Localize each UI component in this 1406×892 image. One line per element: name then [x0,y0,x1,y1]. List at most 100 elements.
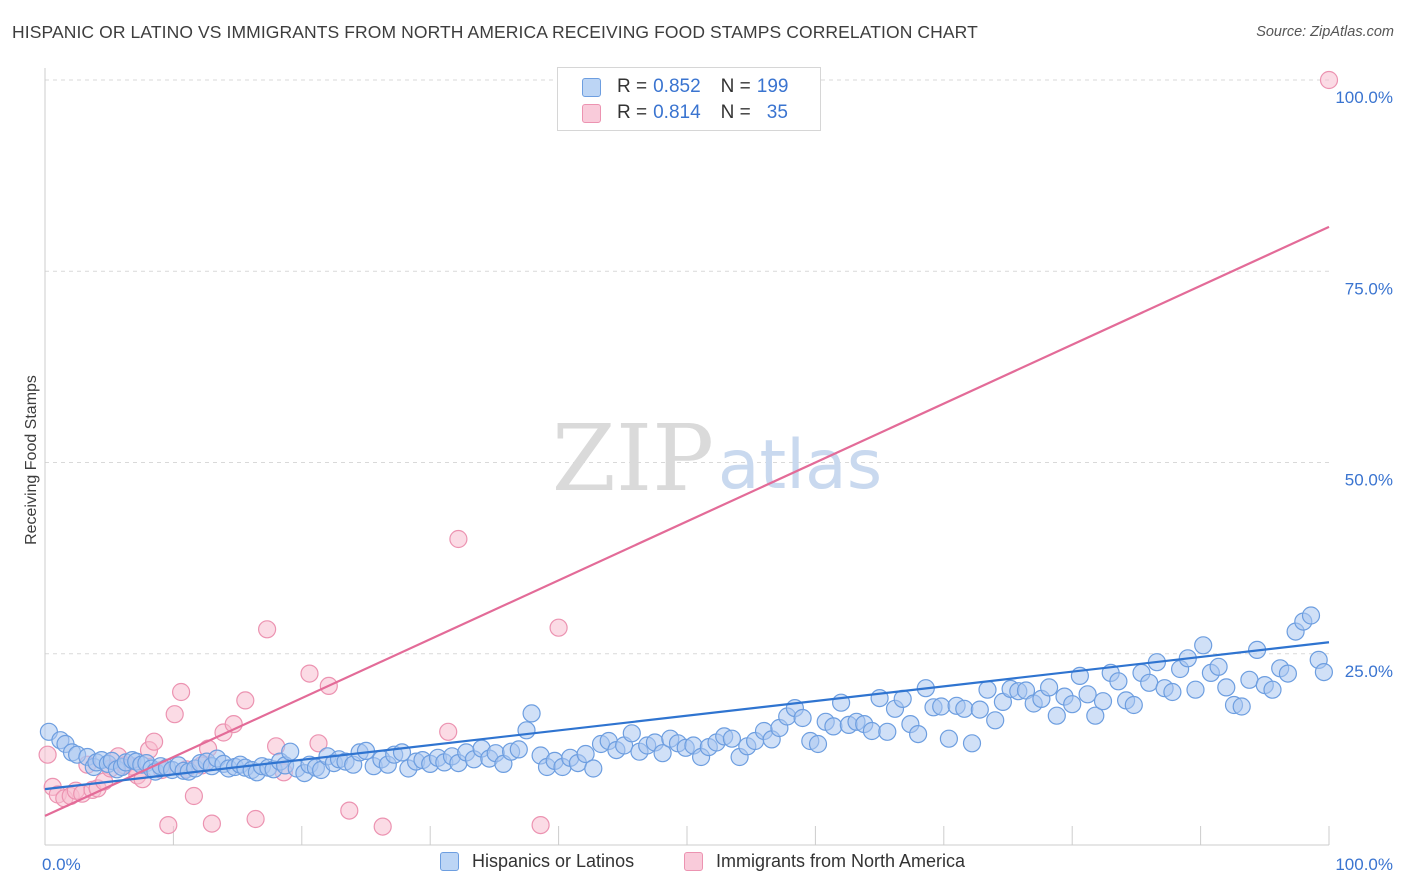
legend-swatch-blue [440,852,459,871]
r-value: 0.852 [653,76,701,97]
legend-label: Immigrants from North America [716,851,966,871]
data-point [1093,692,1113,711]
data-point [300,664,319,683]
n-value: 199 [756,76,789,97]
data-point [970,700,989,719]
x-tick-label: 100.0% [1335,855,1393,874]
data-point [1140,673,1159,692]
data-point [824,717,843,736]
series-hispanics-points [39,606,1334,783]
data-point [1163,682,1182,702]
data-point [449,529,468,549]
data-point [893,689,912,709]
axes [44,68,1330,846]
data-point [1263,680,1282,699]
watermark-atlas: atlas [718,426,882,505]
data-point [1109,672,1128,691]
watermark-zip: ZIP [552,405,714,512]
data-point [978,680,997,699]
data-point [955,699,974,718]
watermark: ZIP atlas [552,405,882,512]
data-point [38,745,57,764]
source-label: Source: ZipAtlas.com [1256,24,1394,40]
correlation-legend: R = 0.852 N = 199 R = 0.814 N = 35 [557,67,821,131]
chart-title: HISPANIC OR LATINO VS IMMIGRANTS FROM NO… [12,22,978,42]
data-point [202,814,221,833]
legend-swatch-pink [582,103,601,123]
data-point [862,721,882,741]
data-point [281,742,300,761]
trend-line-immigrants [44,225,1330,817]
data-point [1232,697,1251,716]
data-point [1301,606,1321,625]
data-point [1186,680,1205,699]
data-point [509,740,528,759]
data-point [1278,664,1298,683]
r-label: R = [617,102,648,123]
gridlines [45,79,1329,655]
legend-row-hispanics: R = 0.852 N = 199 [582,75,808,99]
trend-lines [44,225,1330,817]
data-point [1319,70,1339,90]
r-label: R = [617,76,648,97]
y-tick-label: 100.0% [1335,88,1393,107]
legend-swatch-blue [582,77,601,97]
tick-labels: 25.0% 50.0% 75.0% 100.0% 0.0% 100.0% [42,88,1393,874]
data-point [258,620,277,639]
data-point [1217,678,1236,697]
data-point [932,697,951,716]
data-point [246,809,265,829]
data-point [878,722,897,741]
series-legend: Hispanics or Latinos Immigrants from Nor… [0,851,1406,877]
data-point [1063,695,1082,714]
data-point [1086,706,1105,725]
data-point [184,786,203,806]
r-value: 0.814 [653,102,701,123]
legend-item-immigrants: Immigrants from North America [684,851,965,872]
data-point [1124,695,1143,715]
legend-row-immigrants: R = 0.814 N = 35 [582,101,808,125]
data-point [576,744,595,764]
data-point [1209,657,1228,676]
data-point [808,734,828,754]
n-label: N = [720,76,751,97]
data-point [793,708,812,728]
data-point [986,711,1005,730]
data-point [939,729,959,748]
data-point [1078,685,1097,704]
y-tick-label: 75.0% [1345,279,1393,298]
data-point [309,734,328,753]
data-point [236,691,255,710]
data-point [522,704,541,723]
data-point [439,722,458,741]
data-point [1240,670,1259,689]
data-point [584,759,603,778]
data-point [1039,678,1059,697]
data-point [622,724,641,743]
legend-label: Hispanics or Latinos [472,851,635,871]
data-point [908,724,928,744]
data-point [722,729,742,748]
legend-item-hispanics: Hispanics or Latinos [440,851,634,872]
data-point [962,734,982,753]
data-point [340,801,359,820]
n-label: N = [720,102,751,123]
n-value: 35 [766,102,788,123]
x-tick-label: 0.0% [42,855,81,874]
data-point [373,817,392,836]
data-point [159,815,178,835]
data-point [1314,662,1334,682]
data-point [517,721,536,740]
trend-line-hispanics [44,641,1330,791]
y-tick-label: 25.0% [1345,662,1393,681]
data-point [145,732,164,751]
data-point [1047,706,1066,725]
data-point [549,618,568,637]
data-point [531,815,550,835]
data-point [653,744,672,763]
data-point [172,682,191,702]
data-point [1194,636,1213,655]
legend-swatch-pink [684,852,703,871]
data-point [165,705,184,724]
